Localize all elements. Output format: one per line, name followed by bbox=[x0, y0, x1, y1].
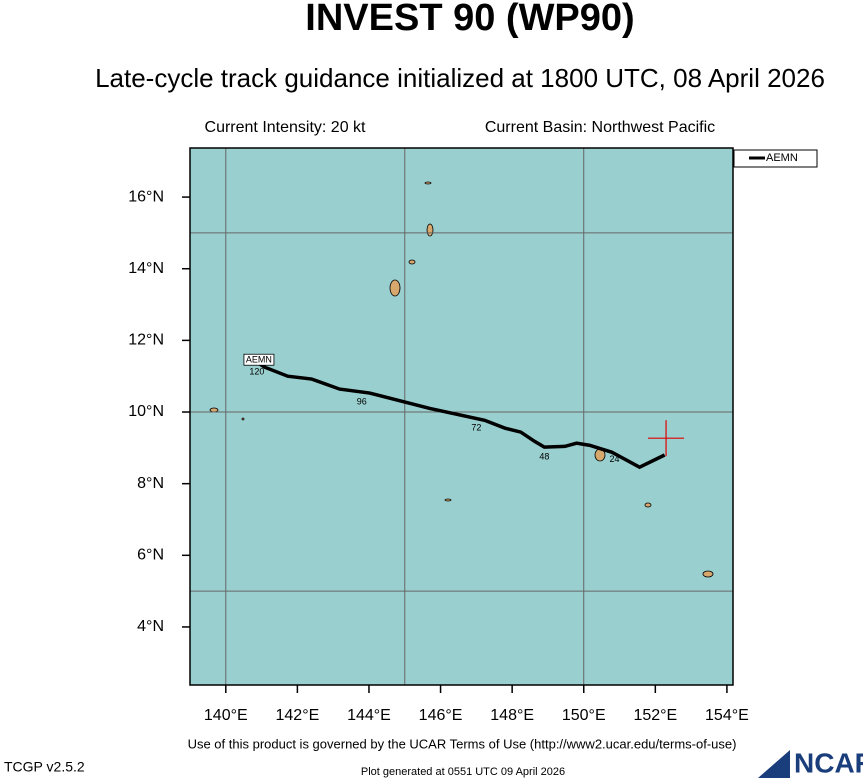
island bbox=[241, 417, 245, 421]
generated: Plot generated at 0551 UTC 09 April 2026 bbox=[361, 766, 565, 778]
y-tick-label: 4°N bbox=[137, 618, 164, 635]
island bbox=[702, 570, 714, 578]
x-tick-label: 152°E bbox=[633, 707, 677, 724]
y-tick-label: 10°N bbox=[128, 403, 164, 420]
title: INVEST 90 (WP90) bbox=[305, 0, 634, 39]
version: TCGP v2.5.2 bbox=[4, 759, 85, 775]
logo: NCAR bbox=[794, 747, 863, 778]
island bbox=[424, 181, 432, 185]
x-tick-label: 140°E bbox=[204, 707, 248, 724]
hour-label: 96 bbox=[357, 397, 367, 407]
y-tick-label: 6°N bbox=[137, 547, 164, 564]
island bbox=[408, 259, 416, 265]
footer: Use of this product is governed by the U… bbox=[188, 736, 737, 751]
legend-box bbox=[733, 149, 818, 168]
intensity-note: Current Intensity: 20 kt bbox=[205, 119, 367, 136]
island bbox=[426, 223, 434, 237]
island bbox=[644, 502, 652, 508]
y-tick-label: 16°N bbox=[128, 188, 164, 205]
hour-label: 24 bbox=[610, 454, 620, 464]
x-tick-label: 142°E bbox=[276, 707, 320, 724]
x-tick-label: 146°E bbox=[419, 707, 463, 724]
frame bbox=[189, 147, 734, 686]
island bbox=[389, 279, 401, 297]
island bbox=[209, 407, 219, 413]
hour-label: 72 bbox=[471, 422, 481, 432]
track-tag-box bbox=[243, 353, 275, 366]
x-tick-label: 154°E bbox=[705, 707, 749, 724]
track bbox=[255, 360, 666, 470]
track-tag: AEMN bbox=[246, 355, 272, 365]
basin-note: Current Basin: Northwest Pacific bbox=[485, 119, 715, 136]
legend-label: AEMN bbox=[766, 152, 798, 164]
y-tick-label: 8°N bbox=[137, 475, 164, 492]
subtitle: Late-cycle track guidance initialized at… bbox=[95, 63, 825, 93]
y-tick-label: 12°N bbox=[128, 332, 164, 349]
hour-label: 120 bbox=[249, 367, 264, 377]
x-tick-label: 144°E bbox=[347, 707, 391, 724]
logo-mark bbox=[758, 750, 790, 778]
island bbox=[444, 498, 452, 502]
x-tick-label: 148°E bbox=[490, 707, 534, 724]
x-tick-label: 150°E bbox=[562, 707, 606, 724]
hour-label: 48 bbox=[539, 452, 549, 462]
y-tick-label: 14°N bbox=[128, 260, 164, 277]
